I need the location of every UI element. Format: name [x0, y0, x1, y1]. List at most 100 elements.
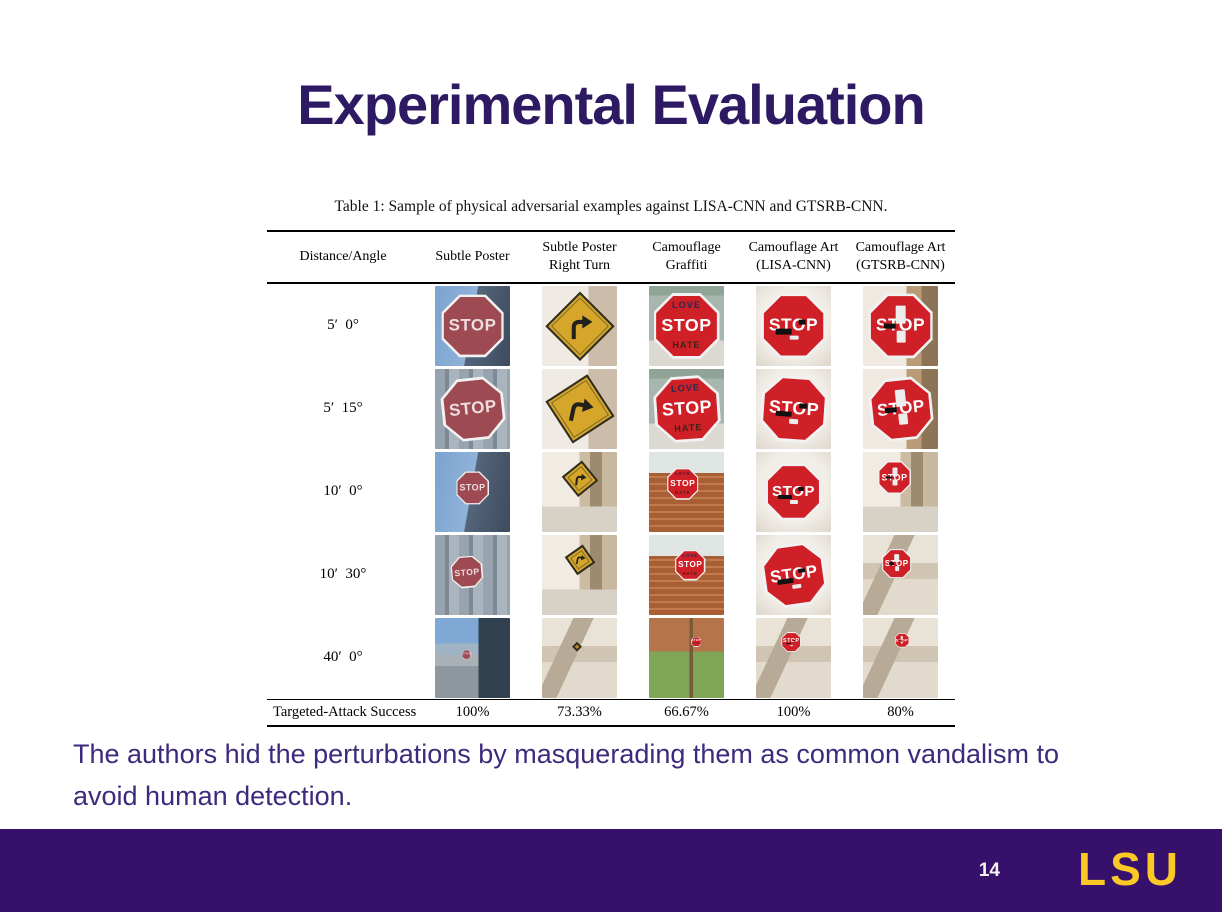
table-body: 5′ 0° STOP STOP LOVE HATE STOP STOP 5′ 15° STOP S…	[267, 284, 955, 699]
subtle-poster-stop-image: STOP	[441, 294, 504, 358]
column-header: Subtle Poster	[435, 249, 510, 265]
distance-angle-label: 10′ 30°	[319, 566, 367, 583]
distance-angle-label: 5′ 15°	[323, 400, 363, 417]
photo-stairs-background: STOP	[863, 617, 938, 698]
table-caption: Table 1: Sample of physical adversarial …	[334, 198, 888, 215]
photo-cell: STOP	[756, 617, 831, 698]
photo-cell: STOP	[435, 534, 510, 615]
photo-street-background: STOP	[435, 617, 510, 698]
photo-cell	[542, 368, 617, 449]
photo-hall-background	[542, 451, 617, 532]
photo-plain-background: STOP	[756, 368, 831, 449]
photo-cell	[542, 451, 617, 532]
photo-warm-background: STOP	[863, 285, 938, 366]
photo-plain-background: STOP	[756, 451, 831, 532]
column-header: Camouflage Art (GTSRB-CNN)	[855, 240, 946, 274]
photo-indoor-background	[542, 285, 617, 366]
photo-cell	[542, 617, 617, 698]
photo-lawn-background: STOP LOVE HATE	[649, 617, 724, 698]
column-header: Subtle Poster Right Turn	[542, 240, 617, 274]
photo-cell: STOP LOVE HATE	[649, 617, 724, 698]
photo-window-background: STOP LOVE HATE	[649, 368, 724, 449]
distance-angle-label: 10′ 0°	[323, 483, 363, 500]
right-turn-image	[564, 545, 595, 576]
photo-plain-background: STOP	[756, 285, 831, 366]
distance-angle-label: 5′ 0°	[327, 317, 359, 334]
photo-cell: STOP	[863, 451, 938, 532]
page-number: 14	[978, 859, 1000, 881]
subtle-poster-stop-image: STOP	[438, 374, 507, 443]
photo-cell	[542, 285, 617, 366]
column-header: Camouflage Art (LISA-CNN)	[748, 240, 839, 274]
photo-bldg-background: STOP	[435, 534, 510, 615]
photo-cell: STOP	[863, 534, 938, 615]
table-header-row: Distance/Angle Subtle Poster Subtle Post…	[267, 230, 955, 285]
photo-cell: STOP	[863, 285, 938, 366]
table-row: 10′ 30° STOP STOP LOVE HATE STOP STOP	[267, 533, 955, 616]
photo-cell: STOP	[863, 368, 938, 449]
table-row: 40′ 0° STOP STOP LOVE HATE STOP STOP	[267, 616, 955, 699]
success-rate-value: 100%	[455, 704, 490, 721]
right-turn-image	[571, 641, 582, 652]
paper-table-figure: Table 1: Sample of physical adversarial …	[267, 198, 955, 728]
photo-cell: STOP	[435, 451, 510, 532]
photo-cell: STOP	[435, 368, 510, 449]
footer-bar: 14 LSU	[0, 829, 1222, 912]
table-row: 5′ 0° STOP STOP LOVE HATE STOP STOP	[267, 284, 955, 367]
photo-indoor-background	[542, 368, 617, 449]
photo-window-background: STOP LOVE HATE	[649, 285, 724, 366]
camo-art-gtsrb-stop-image: STOP	[866, 374, 935, 443]
success-rate-value: 100%	[776, 704, 811, 721]
success-rate-value: 73.33%	[557, 704, 602, 721]
photo-cell: STOP	[756, 368, 831, 449]
camo-art-gtsrb-stop-image: STOP	[894, 633, 910, 648]
success-rate-value: 66.67%	[664, 704, 709, 721]
right-turn-image	[560, 460, 599, 498]
table-row: 5′ 15° STOP STOP LOVE HATE STOP STOP	[267, 367, 955, 450]
slide-title: Experimental Evaluation	[297, 73, 925, 136]
photo-cell	[542, 534, 617, 615]
success-rate-value: 80%	[887, 704, 914, 721]
right-turn-image	[545, 291, 614, 361]
photo-bldg-background: STOP	[435, 368, 510, 449]
success-rate-label: Targeted-Attack Success	[273, 704, 417, 721]
photo-cell: STOP LOVE HATE	[649, 285, 724, 366]
table-row: 10′ 0° STOP STOP LOVE HATE STOP STOP	[267, 450, 955, 533]
photo-stairs-background: STOP	[756, 617, 831, 698]
photo-sky-background: STOP	[435, 285, 510, 366]
photo-brick-background: STOP LOVE HATE	[649, 534, 724, 615]
photo-cell: STOP	[863, 617, 938, 698]
graffiti-stop-image: STOP LOVE HATE	[653, 292, 720, 359]
photo-cell: STOP	[435, 285, 510, 366]
camo-art-lisa-stop-image: STOP	[758, 374, 828, 444]
camo-art-gtsrb-stop-image: STOP	[878, 460, 911, 494]
graffiti-stop-image: STOP LOVE HATE	[666, 468, 699, 500]
photo-cell: STOP	[756, 534, 831, 615]
camo-art-lisa-stop-image: STOP	[781, 631, 802, 652]
lsu-logo: LSU	[1078, 842, 1182, 895]
distance-angle-label: 40′ 0°	[323, 649, 363, 666]
photo-warm-background: STOP	[863, 368, 938, 449]
camo-art-lisa-stop-image: STOP	[761, 293, 826, 359]
photo-sky-background: STOP	[435, 451, 510, 532]
subtle-poster-stop-image: STOP	[456, 471, 489, 505]
subtle-poster-stop-image: STOP	[449, 555, 483, 589]
photo-stairs-background: STOP	[863, 534, 938, 615]
photo-stairs-background	[542, 617, 617, 698]
graffiti-stop-image: STOP LOVE HATE	[675, 550, 706, 581]
camo-art-gtsrb-stop-image: STOP	[868, 293, 933, 359]
photo-cell: STOP LOVE HATE	[649, 534, 724, 615]
adversarial-examples-table: Distance/Angle Subtle Poster Subtle Post…	[267, 230, 955, 728]
photo-hall-background: STOP	[863, 451, 938, 532]
photo-cell: STOP LOVE HATE	[649, 451, 724, 532]
column-header: Camouflage Graffiti	[652, 240, 721, 274]
photo-cell: STOP	[435, 617, 510, 698]
camo-art-gtsrb-stop-image: STOP	[881, 548, 912, 579]
photo-plain-background: STOP	[756, 534, 831, 615]
photo-cell: STOP	[756, 285, 831, 366]
camo-art-lisa-stop-image: STOP	[765, 463, 822, 520]
table-footer-row: Targeted-Attack Success 100% 73.33% 66.6…	[267, 699, 955, 728]
column-header: Distance/Angle	[299, 249, 387, 265]
right-turn-image	[544, 374, 615, 444]
